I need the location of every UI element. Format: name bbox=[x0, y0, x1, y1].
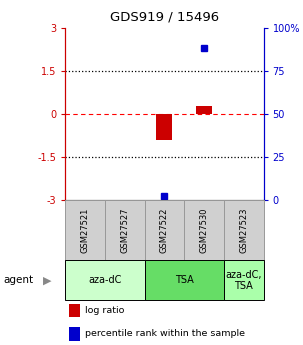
Bar bbox=[145, 200, 184, 260]
Text: TSA: TSA bbox=[175, 275, 194, 285]
Bar bbox=[224, 200, 264, 260]
Text: ▶: ▶ bbox=[43, 275, 51, 285]
Title: GDS919 / 15496: GDS919 / 15496 bbox=[110, 11, 219, 24]
Text: agent: agent bbox=[3, 275, 33, 285]
Bar bbox=[184, 200, 224, 260]
Bar bbox=[196, 106, 212, 114]
Text: GSM27530: GSM27530 bbox=[200, 208, 208, 253]
Text: aza-dC: aza-dC bbox=[88, 275, 122, 285]
Bar bbox=[224, 260, 264, 300]
Text: GSM27523: GSM27523 bbox=[239, 208, 248, 253]
Bar bbox=[156, 114, 172, 140]
Text: percentile rank within the sample: percentile rank within the sample bbox=[85, 329, 245, 338]
Text: log ratio: log ratio bbox=[85, 306, 124, 315]
Text: GSM27522: GSM27522 bbox=[160, 208, 169, 253]
Bar bbox=[65, 200, 105, 260]
Text: aza-dC,
TSA: aza-dC, TSA bbox=[225, 269, 262, 291]
Bar bbox=[65, 260, 145, 300]
Bar bbox=[69, 304, 80, 317]
Bar bbox=[145, 260, 224, 300]
Bar bbox=[69, 327, 80, 341]
Text: GSM27527: GSM27527 bbox=[120, 208, 129, 253]
Text: GSM27521: GSM27521 bbox=[81, 208, 89, 253]
Bar bbox=[105, 200, 145, 260]
